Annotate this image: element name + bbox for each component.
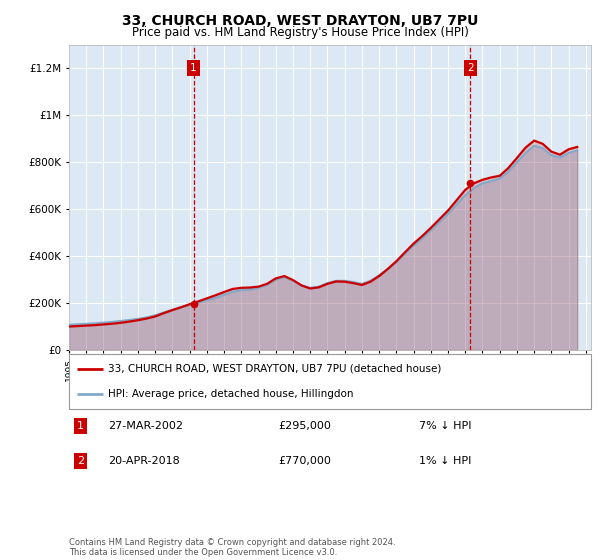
Text: 7% ↓ HPI: 7% ↓ HPI (419, 421, 471, 431)
Text: 2: 2 (467, 63, 474, 73)
FancyBboxPatch shape (69, 354, 591, 409)
Text: 27-MAR-2002: 27-MAR-2002 (108, 421, 183, 431)
Text: 1: 1 (190, 63, 197, 73)
Text: 33, CHURCH ROAD, WEST DRAYTON, UB7 7PU (detached house): 33, CHURCH ROAD, WEST DRAYTON, UB7 7PU (… (108, 364, 442, 374)
Text: 33, CHURCH ROAD, WEST DRAYTON, UB7 7PU: 33, CHURCH ROAD, WEST DRAYTON, UB7 7PU (122, 14, 478, 28)
Text: 1: 1 (77, 421, 84, 431)
Text: 2: 2 (77, 456, 84, 466)
Text: 1% ↓ HPI: 1% ↓ HPI (419, 456, 471, 466)
Text: HPI: Average price, detached house, Hillingdon: HPI: Average price, detached house, Hill… (108, 389, 353, 399)
Text: 20-APR-2018: 20-APR-2018 (108, 456, 180, 466)
Text: £770,000: £770,000 (278, 456, 331, 466)
Text: Contains HM Land Registry data © Crown copyright and database right 2024.
This d: Contains HM Land Registry data © Crown c… (69, 538, 395, 557)
Text: Price paid vs. HM Land Registry's House Price Index (HPI): Price paid vs. HM Land Registry's House … (131, 26, 469, 39)
Text: £295,000: £295,000 (278, 421, 331, 431)
